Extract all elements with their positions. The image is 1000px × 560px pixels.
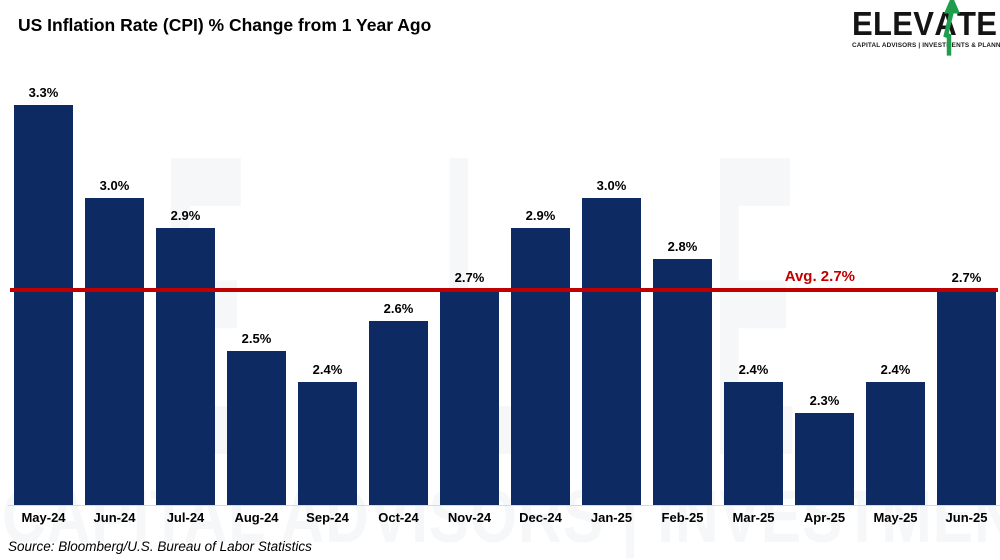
bar-Jun-25 bbox=[937, 290, 996, 505]
x-axis-label-Jun-24: Jun-24 bbox=[93, 510, 136, 525]
bar-Sep-24 bbox=[298, 382, 357, 505]
x-axis-label-Jul-24: Jul-24 bbox=[166, 510, 205, 525]
logo-wordmark: E L E V A T E bbox=[852, 0, 997, 56]
x-axis-label-Dec-24: Dec-24 bbox=[519, 510, 562, 525]
average-line-label: Avg. 2.7% bbox=[784, 268, 855, 285]
watermark-letter: V bbox=[999, 91, 1000, 521]
bar-May-24 bbox=[14, 105, 73, 505]
logo-letter: L bbox=[873, 4, 892, 43]
bar-value-label: 2.7% bbox=[951, 270, 982, 285]
bar-value-label: 2.9% bbox=[525, 208, 556, 223]
logo-letter: E bbox=[852, 4, 873, 43]
chart-title: US Inflation Rate (CPI) % Change from 1 … bbox=[18, 15, 432, 35]
logo-green-arrow-icon bbox=[943, 0, 960, 56]
x-axis-label-Jan-25: Jan-25 bbox=[590, 510, 633, 525]
bar-Feb-25 bbox=[653, 259, 712, 505]
bar-Oct-24 bbox=[369, 321, 428, 505]
bar-value-label: 2.4% bbox=[880, 362, 911, 377]
bar-Aug-24 bbox=[227, 351, 286, 505]
bar-value-label: 2.7% bbox=[454, 270, 485, 285]
plot-area: 3.3% 3.0% 2.9% 2.5% 2.4% 2.6% 2.7% 2.9% 3.0% 2.8%… bbox=[8, 85, 1000, 505]
x-axis-label-May-25: May-25 bbox=[873, 510, 918, 525]
bar-Apr-25 bbox=[795, 413, 854, 505]
bar-Mar-25 bbox=[724, 382, 783, 505]
bar-value-label: 2.6% bbox=[383, 301, 414, 316]
bar-Jun-24 bbox=[85, 198, 144, 505]
logo-letter: V bbox=[913, 4, 934, 43]
logo-tagline: CAPITAL ADVISORS | INVESTMENTS & PLANNIN… bbox=[852, 41, 1000, 49]
logo-letter: E bbox=[892, 4, 913, 43]
average-reference-line bbox=[10, 288, 998, 292]
bar-value-label: 3.0% bbox=[596, 178, 627, 193]
bar-value-label: 2.8% bbox=[667, 239, 698, 254]
x-axis-label-Aug-24: Aug-24 bbox=[234, 510, 279, 525]
x-axis-label-Nov-24: Nov-24 bbox=[447, 510, 492, 525]
bar-May-25 bbox=[866, 382, 925, 505]
bar-Nov-24 bbox=[440, 290, 499, 505]
bar-value-label: 2.4% bbox=[738, 362, 769, 377]
bar-value-label: 2.5% bbox=[241, 331, 272, 346]
bar-value-label: 3.0% bbox=[99, 178, 130, 193]
x-axis-label-May-24: May-24 bbox=[21, 510, 66, 525]
source-note: Source: Bloomberg/U.S. Bureau of Labor S… bbox=[8, 539, 312, 554]
x-axis-labels: May-24 Jun-24 Jul-24 Aug-24 Sep-24 Oct-24 Nov-… bbox=[8, 510, 1000, 528]
logo-letter: E bbox=[976, 4, 997, 43]
bar-value-label: 2.9% bbox=[170, 208, 201, 223]
logo-letter: T bbox=[957, 4, 976, 43]
x-axis-label-Feb-25: Feb-25 bbox=[661, 510, 704, 525]
bar-Dec-24 bbox=[511, 228, 570, 505]
x-axis-label-Sep-24: Sep-24 bbox=[306, 510, 349, 525]
bar-Jul-24 bbox=[156, 228, 215, 505]
x-axis-label-Mar-25: Mar-25 bbox=[732, 510, 775, 525]
elevate-logo: E L E V A T E CAPITAL ADVISORS | INVESTM… bbox=[852, 0, 1000, 56]
x-axis-label-Apr-25: Apr-25 bbox=[803, 510, 846, 525]
bar-Jan-25 bbox=[582, 198, 641, 505]
x-axis-label-Jun-25: Jun-25 bbox=[945, 510, 988, 525]
x-axis-label-Oct-24: Oct-24 bbox=[378, 510, 419, 525]
bar-value-label: 2.3% bbox=[809, 393, 840, 408]
x-axis-line bbox=[8, 505, 1000, 506]
bar-value-label: 3.3% bbox=[28, 85, 59, 100]
bar-value-label: 2.4% bbox=[312, 362, 343, 377]
